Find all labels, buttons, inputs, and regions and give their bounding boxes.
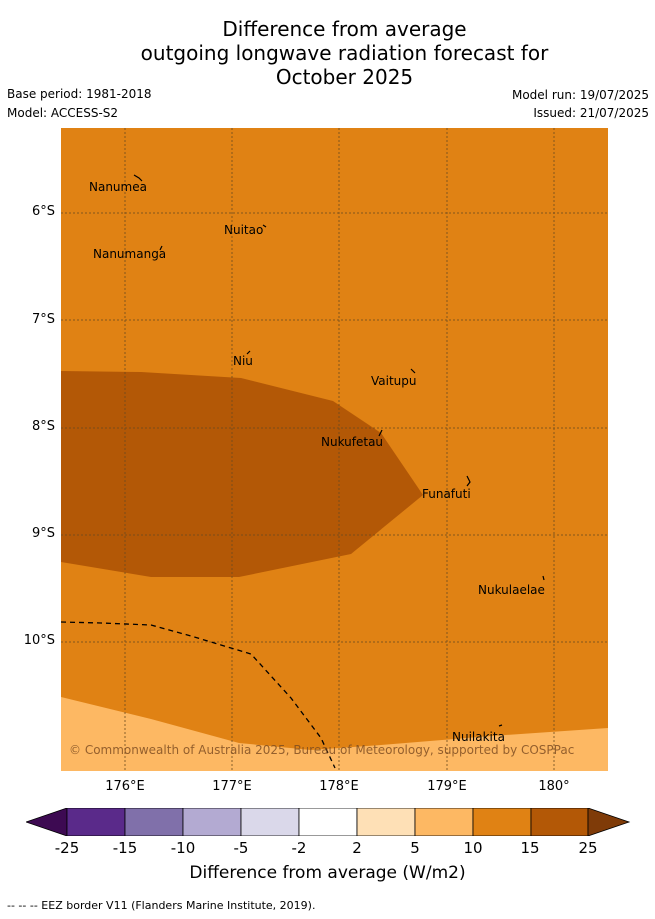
copyright-notice: © Commonwealth of Australia 2025, Bureau… <box>69 743 575 757</box>
colorbar-tick-3: -10 <box>170 839 196 857</box>
island-nuilakita <box>498 724 503 727</box>
colorbar-tick-5: -2 <box>291 839 307 857</box>
colorbar-segment-5 <box>298 808 358 836</box>
lat-label-6s: 6°S <box>31 204 55 219</box>
island-nanumea <box>133 174 143 182</box>
colorbar-segment-2 <box>124 808 184 836</box>
lon-label-178e: 178°E <box>319 779 359 794</box>
colorbar-tick-10: 25 <box>578 839 598 857</box>
island-funafuti <box>466 475 471 487</box>
island-nukufetau <box>378 429 383 437</box>
lat-label-9s: 9°S <box>31 526 55 541</box>
colorbar-tick-4: -5 <box>233 839 249 857</box>
colorbar-tick-9: 15 <box>520 839 540 857</box>
island-outlines <box>133 174 545 727</box>
lon-label-177e: 177°E <box>212 779 252 794</box>
island-nukulaelae <box>542 575 545 581</box>
map-area <box>61 128 608 771</box>
anomaly-region-high <box>61 371 423 577</box>
colorbar-segment-3 <box>182 808 242 836</box>
colorbar-segment-9 <box>530 808 589 836</box>
place-label-niu: Niu <box>233 354 253 368</box>
footer-note: -- -- -- EEZ border V11 (Flanders Marine… <box>7 899 316 912</box>
place-label-nukulaelae: Nukulaelae <box>478 583 545 597</box>
colorbar-tick-8: 10 <box>463 839 483 857</box>
lat-label-7s: 7°S <box>31 312 55 327</box>
colorbar-segment-6 <box>356 808 416 836</box>
place-label-nukufetau: Nukufetau <box>321 435 384 449</box>
colorbar-label: Difference from average (W/m2) <box>189 863 466 883</box>
colorbar <box>26 808 631 836</box>
colorbar-tick-1: -25 <box>54 839 80 857</box>
place-label-nuilakita: Nuilakita <box>452 730 505 744</box>
colorbar-segment-7 <box>414 808 474 836</box>
island-nuitao <box>262 224 267 228</box>
colorbar-tick-2: -15 <box>112 839 138 857</box>
colorbar-over-arrow <box>587 808 631 836</box>
model-run: Model run: 19/07/2025 <box>511 88 649 102</box>
island-niu <box>246 350 251 355</box>
eez-border <box>61 621 336 769</box>
place-label-funafuti: Funafuti <box>422 487 471 501</box>
place-label-nanumea: Nanumea <box>89 180 147 194</box>
lat-label-8s: 8°S <box>31 419 55 434</box>
colorbar-segment-1 <box>66 808 126 836</box>
base-period: Base period: 1981-2018 <box>7 87 152 101</box>
anomaly-region-low <box>61 697 608 771</box>
model-name: Model: ACCESS-S2 <box>7 106 119 120</box>
colorbar-segment-8 <box>472 808 532 836</box>
map-svg <box>61 128 608 771</box>
graticule <box>61 128 608 771</box>
island-vaitupu <box>410 368 416 374</box>
lon-label-179e: 179°E <box>427 779 467 794</box>
title-line-3: October 2025 <box>275 65 414 89</box>
lon-label-176e: 176°E <box>105 779 145 794</box>
colorbar-tick-6: 2 <box>352 839 362 857</box>
colorbar-tick-7: 5 <box>410 839 420 857</box>
lat-label-10s: 10°S <box>23 633 55 648</box>
place-label-nuitao: Nuitao <box>224 223 264 237</box>
island-nanumanga <box>159 245 163 251</box>
lon-label-180: 180° <box>538 779 570 794</box>
colorbar-under-arrow <box>26 808 68 836</box>
place-label-vaitupu: Vaitupu <box>371 374 417 388</box>
title-line-2: outgoing longwave radiation forecast for <box>140 41 549 65</box>
issued-date: Issued: 21/07/2025 <box>533 106 649 120</box>
chart-title: Difference from average outgoing longwav… <box>0 17 655 89</box>
title-line-1: Difference from average <box>222 17 467 41</box>
place-label-nanumanga: Nanumanga <box>93 247 167 261</box>
colorbar-segment-4 <box>240 808 300 836</box>
